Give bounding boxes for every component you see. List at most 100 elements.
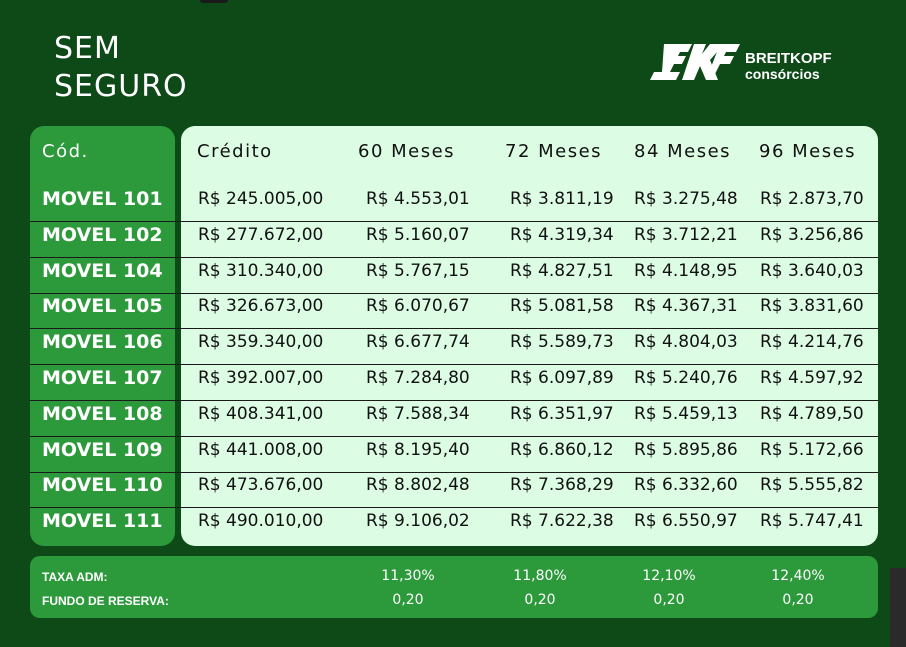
top-decoration [200,0,228,3]
row-separator [30,328,878,330]
fundo-96: 0,20 [782,592,814,608]
fundo-reserva-label: FUNDO DE RESERVA: [42,594,169,608]
row-m96-value: R$ 3.640,03 [760,260,864,281]
row-m60-value: R$ 8.802,48 [366,475,470,496]
row-separator [30,364,878,366]
row-m84-value: R$ 3.275,48 [634,189,738,209]
row-separator [30,471,878,473]
row-m96-value: R$ 5.555,82 [760,475,864,496]
row-m72-value: R$ 6.860,12 [510,439,614,460]
page-title: SEM SEGURO [54,30,188,106]
row-m96-value: R$ 5.747,41 [760,511,864,532]
row-separator [30,256,878,258]
row-m60-value: R$ 9.106,02 [366,511,470,532]
row-credit-value: R$ 277.672,00 [198,224,324,245]
row-code: MOVEL 104 [42,259,163,282]
header-60-months: 60 Meses [358,141,456,162]
row-m84-value: R$ 3.712,21 [634,224,738,245]
row-credit-value: R$ 245.005,00 [198,189,324,209]
row-m72-value: R$ 4.827,51 [510,260,614,281]
row-separator [30,221,878,222]
table-row: MOVEL 105 R$ 326.673,00 R$ 6.070,67 R$ 5.08… [0,291,906,327]
row-m96-value: R$ 2.873,70 [760,189,864,209]
row-code: MOVEL 101 [42,188,163,210]
row-credit-value: R$ 408.341,00 [198,403,324,424]
table-row: MOVEL 107 R$ 392.007,00 R$ 7.284,80 R$ 6.09… [0,363,906,399]
header-84-months: 84 Meses [634,141,732,162]
row-code: MOVEL 111 [42,510,163,533]
row-m96-value: R$ 3.831,60 [760,296,864,317]
fundo-72: 0,20 [524,592,556,608]
row-m72-value: R$ 6.351,97 [510,403,614,424]
row-credit-value: R$ 441.008,00 [198,439,324,460]
row-credit-value: R$ 326.673,00 [198,296,324,317]
row-code: MOVEL 108 [42,402,163,425]
row-m60-value: R$ 7.284,80 [366,368,470,388]
row-m72-value: R$ 3.811,19 [510,189,614,209]
row-m72-value: R$ 7.368,29 [510,475,614,496]
taxa-adm-label: TAXA ADM: [42,570,108,584]
row-separator [30,400,878,401]
title-line-1: SEM [54,31,121,66]
row-credit-value: R$ 359.340,00 [198,332,324,353]
header-96-months: 96 Meses [759,141,857,162]
row-m60-value: R$ 4.553,01 [366,189,470,209]
brand-name: BREITKOPF [745,50,832,67]
fundo-84: 0,20 [653,592,685,608]
row-credit-value: R$ 392.007,00 [198,368,324,388]
row-m72-value: R$ 4.319,34 [510,224,614,245]
table-row: MOVEL 101 R$ 245.005,00 R$ 4.553,01 R$ 3.81… [0,184,906,220]
bk-logo-icon [650,44,740,80]
taxa-84: 12,10% [642,568,696,584]
taxa-60: 11,30% [381,568,435,584]
table-row: MOVEL 110 R$ 473.676,00 R$ 8.802,48 R$ 7.36… [0,470,906,506]
values-table-panel [181,126,878,546]
row-separator [30,435,878,437]
row-m84-value: R$ 4.804,03 [634,332,738,353]
table-row: MOVEL 111 R$ 490.010,00 R$ 9.106,02 R$ 7.62… [0,506,906,542]
row-m72-value: R$ 7.622,38 [510,511,614,532]
header-72-months: 72 Meses [505,141,603,162]
row-code: MOVEL 106 [42,331,163,354]
row-m60-value: R$ 6.070,67 [366,296,470,317]
table-row: MOVEL 102 R$ 277.672,00 R$ 5.160,07 R$ 4.31… [0,220,906,256]
row-m84-value: R$ 4.148,95 [634,260,738,281]
taxa-72: 11,80% [513,568,567,584]
footer-panel [30,556,878,618]
code-column-panel [30,126,175,546]
row-m84-value: R$ 5.459,13 [634,403,738,424]
row-code: MOVEL 109 [42,438,163,461]
row-m60-value: R$ 7.588,34 [366,403,470,424]
row-m96-value: R$ 4.214,76 [760,332,864,353]
row-code: MOVEL 110 [42,474,163,497]
corner-decoration [890,568,906,647]
row-code: MOVEL 107 [42,367,163,389]
row-m84-value: R$ 6.550,97 [634,511,738,532]
row-m60-value: R$ 6.677,74 [366,332,470,353]
row-credit-value: R$ 490.010,00 [198,511,324,532]
row-m60-value: R$ 8.195,40 [366,439,470,460]
taxa-96: 12,40% [771,568,825,584]
row-credit-value: R$ 310.340,00 [198,260,324,281]
row-m72-value: R$ 5.589,73 [510,332,614,353]
title-line-2: SEGURO [54,69,188,104]
row-m72-value: R$ 6.097,89 [510,368,614,388]
row-m60-value: R$ 5.767,15 [366,260,470,281]
row-m96-value: R$ 5.172,66 [760,439,864,460]
header-credit: Crédito [197,141,273,162]
header-code: Cód. [42,141,89,162]
row-m96-value: R$ 4.597,92 [760,368,864,388]
table-row: MOVEL 108 R$ 408.341,00 R$ 7.588,34 R$ 6.35… [0,399,906,435]
table-row: MOVEL 109 R$ 441.008,00 R$ 8.195,40 R$ 6.86… [0,435,906,471]
row-m84-value: R$ 5.240,76 [634,368,738,388]
row-code: MOVEL 102 [42,223,163,246]
brand-logo: BREITKOPF consórcios [650,42,850,92]
row-separator [30,292,878,294]
row-code: MOVEL 105 [42,295,163,318]
table-row: MOVEL 104 R$ 310.340,00 R$ 5.767,15 R$ 4.82… [0,256,906,292]
row-m96-value: R$ 3.256,86 [760,224,864,245]
row-credit-value: R$ 473.676,00 [198,475,324,496]
fundo-60: 0,20 [392,592,424,608]
row-m96-value: R$ 4.789,50 [760,403,864,424]
row-m84-value: R$ 5.895,86 [634,439,738,460]
